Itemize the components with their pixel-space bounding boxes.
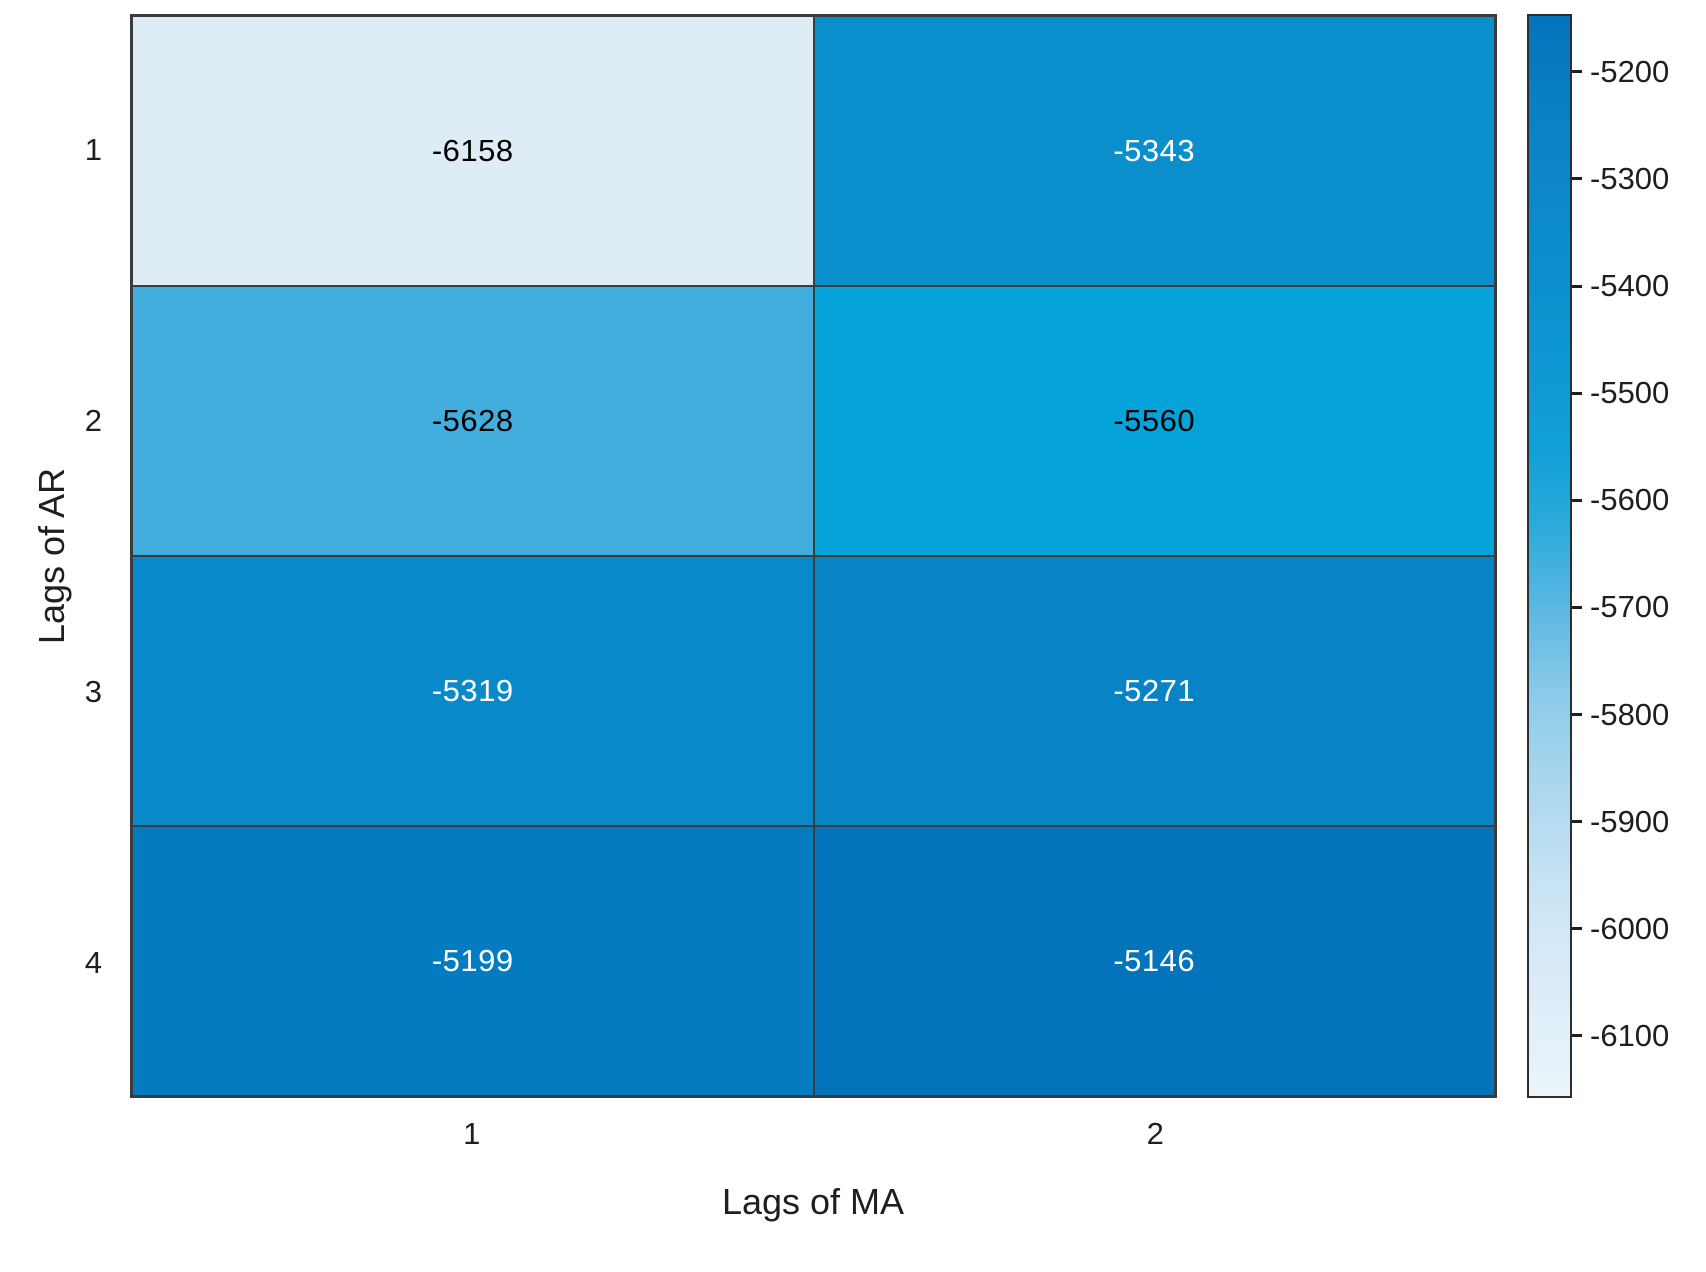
colorbar-tick-label: -5900 <box>1590 803 1670 839</box>
colorbar-tick-label: -5200 <box>1590 53 1670 89</box>
y-tick-label: 3 <box>84 673 102 709</box>
colorbar-tick-label: -6100 <box>1590 1017 1670 1053</box>
colorbar-tick-mark <box>1572 927 1582 931</box>
colorbar-tick: -5600 <box>1572 482 1669 518</box>
heatmap-cell: -5271 <box>813 556 1495 826</box>
colorbar <box>1527 14 1572 1098</box>
colorbar-ticks: -5200 -5300 -5400 -5500 -5600 -5700 -5800 -5900… <box>1572 14 1706 1098</box>
heatmap-grid: -6158 -5343 -5628 -5560 -5319 -5271 -5199 -5146 <box>130 14 1497 1098</box>
colorbar-tick: -5200 <box>1572 54 1669 90</box>
y-tick-label: 2 <box>84 402 102 438</box>
heatmap-cell: -6158 <box>132 16 814 286</box>
colorbar-tick: -5800 <box>1572 697 1669 733</box>
colorbar-tick: -5400 <box>1572 268 1669 304</box>
colorbar-tick-mark <box>1572 820 1582 824</box>
y-tick-label: 4 <box>84 944 102 980</box>
colorbar-tick: -5700 <box>1572 589 1669 625</box>
colorbar-tick-label: -5300 <box>1590 160 1670 196</box>
colorbar-tick: -6000 <box>1572 911 1669 947</box>
colorbar-tick-mark <box>1572 605 1582 609</box>
colorbar-tick-label: -5600 <box>1590 482 1670 518</box>
colorbar-tick-mark <box>1572 713 1582 717</box>
x-axis-label: Lags of MA <box>721 1181 905 1222</box>
colorbar-tick-label: -5500 <box>1590 375 1670 411</box>
heatmap-cell: -5343 <box>813 16 1495 286</box>
x-tick-label: 2 <box>1146 1116 1164 1151</box>
colorbar-tick-mark <box>1572 177 1582 181</box>
colorbar-tick-mark <box>1572 1034 1582 1038</box>
colorbar-tick-mark <box>1572 498 1582 502</box>
colorbar-tick: -6100 <box>1572 1018 1669 1054</box>
heatmap-cell: -5560 <box>813 286 1495 556</box>
heatmap-cell: -5319 <box>132 556 814 826</box>
colorbar-tick: -5900 <box>1572 804 1669 840</box>
colorbar-tick: -5500 <box>1572 375 1669 411</box>
heatmap-cell: -5628 <box>132 286 814 556</box>
y-axis-ticks: 1 2 3 4 <box>0 14 118 1098</box>
colorbar-tick-mark <box>1572 391 1582 395</box>
y-tick-label: 1 <box>84 131 102 167</box>
colorbar-tick-label: -5400 <box>1590 268 1670 304</box>
heatmap-cell: -5199 <box>132 826 814 1096</box>
colorbar-tick-mark <box>1572 70 1582 74</box>
colorbar-tick-mark <box>1572 284 1582 288</box>
colorbar-tick: -5300 <box>1572 161 1669 197</box>
x-tick-label: 1 <box>463 1116 481 1151</box>
colorbar-tick-label: -6000 <box>1590 910 1670 946</box>
heatmap-cell: -5146 <box>813 826 1495 1096</box>
colorbar-tick-label: -5800 <box>1590 696 1670 732</box>
colorbar-tick-label: -5700 <box>1590 589 1670 625</box>
